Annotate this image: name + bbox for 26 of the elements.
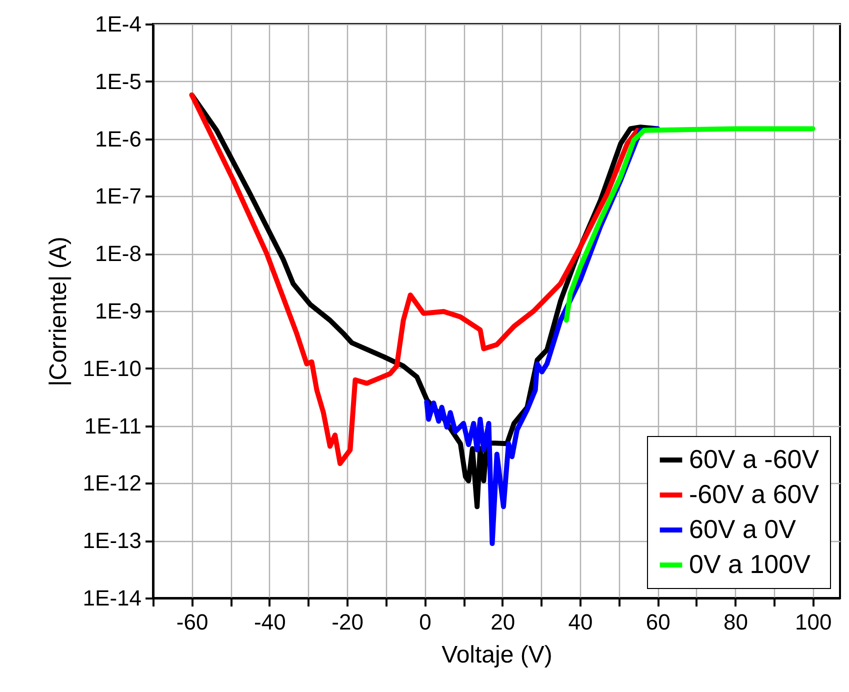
x-tick-label: -20 (332, 610, 364, 634)
y-tick-label: 1E-12 (82, 470, 142, 496)
y-tick-label: 1E-7 (95, 184, 142, 209)
legend-label: 60V a 0V (689, 514, 797, 544)
y-tick-label: 1E-13 (82, 528, 142, 554)
x-tick-label: -60 (176, 610, 208, 634)
x-axis-title: Voltaje (V) (442, 642, 552, 668)
y-tick-label: 1E-11 (84, 413, 142, 438)
legend-label: 0V a 100V (689, 549, 812, 579)
y-tick-label: 1E-4 (95, 12, 142, 36)
x-tick-label: -40 (254, 610, 286, 634)
x-tick-label: 80 (723, 610, 748, 634)
legend-label: 60V a -60V (689, 444, 820, 474)
y-tick-label: 1E-5 (95, 68, 142, 94)
y-tick-label: 1E-14 (82, 586, 142, 610)
y-tick-label: 1E-8 (95, 241, 142, 266)
y-tick-label: 1E-6 (95, 126, 142, 152)
x-tick-label: 60 (646, 610, 670, 634)
y-tick-label: 1E-10 (82, 356, 142, 381)
x-tick-label: 40 (568, 610, 593, 634)
x-tick-label: 100 (794, 610, 832, 634)
x-tick-label: 0 (419, 610, 432, 634)
y-axis-title: |Corriente| (A) (44, 236, 72, 386)
y-tick-label: 1E-9 (95, 298, 142, 324)
x-tick-label: 20 (490, 610, 516, 634)
legend-label: -60V a 60V (689, 479, 820, 509)
